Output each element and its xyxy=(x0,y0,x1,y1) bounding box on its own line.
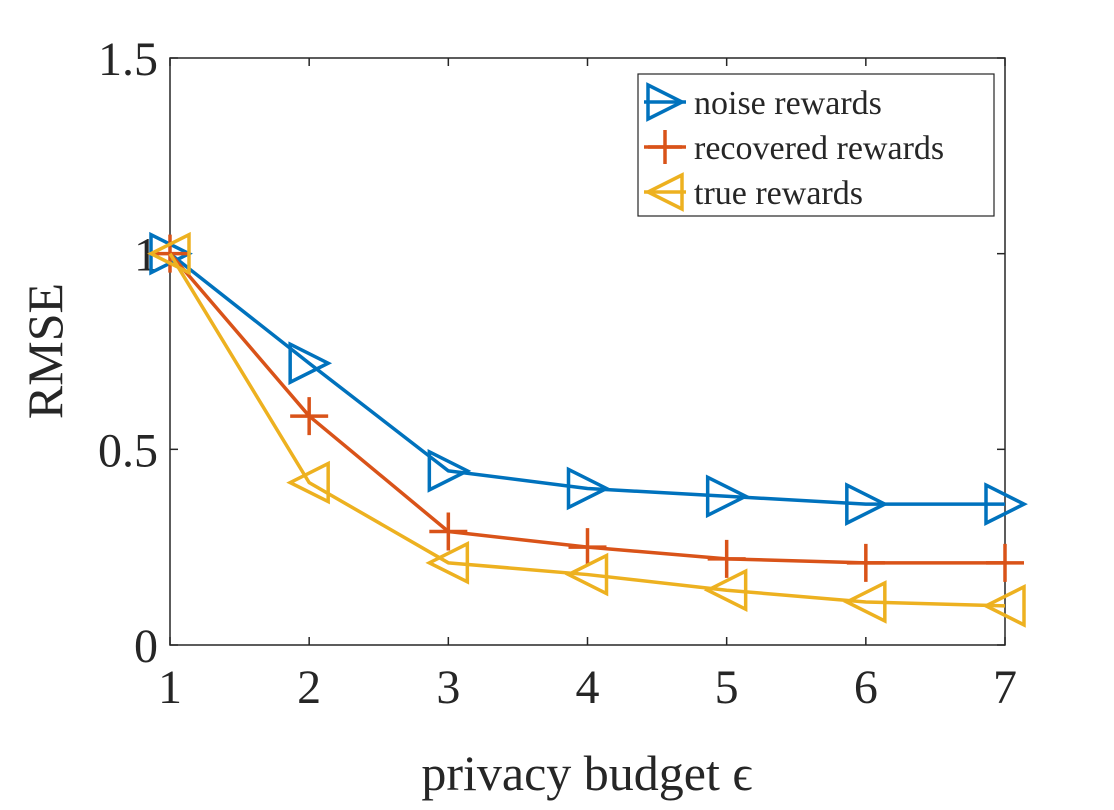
x-tick-label: 7 xyxy=(993,661,1017,714)
data-point-marker xyxy=(286,460,330,505)
y-axis-label: RMSE xyxy=(17,283,73,419)
data-point-marker xyxy=(703,568,748,613)
legend-marker xyxy=(648,130,682,164)
x-axis-label: privacy budget ϵ xyxy=(421,745,752,801)
data-point-marker xyxy=(429,512,468,551)
legend: noise rewards recovered rewards true rewar… xyxy=(637,73,995,217)
data-point-marker xyxy=(564,552,609,597)
data-point-marker xyxy=(147,231,191,276)
data-point-marker xyxy=(566,466,611,511)
x-tick-label: 2 xyxy=(297,661,321,714)
data-point-marker xyxy=(846,543,885,582)
data-point-marker xyxy=(288,341,333,386)
series-layer xyxy=(147,231,1028,628)
data-point-marker xyxy=(425,540,470,585)
data-point-marker xyxy=(984,482,1028,526)
legend-marker xyxy=(644,172,684,212)
legend-item: recovered rewards xyxy=(644,130,944,167)
series-line xyxy=(168,252,1005,506)
legend-item: true rewards xyxy=(644,172,863,212)
legend-box xyxy=(637,73,995,217)
data-point-marker xyxy=(290,397,329,436)
data-point-marker xyxy=(427,449,472,493)
series-recovered-rewards xyxy=(151,234,1024,582)
legend-label: true rewards xyxy=(694,175,863,212)
data-point-marker xyxy=(707,539,746,578)
legend-label: noise rewards xyxy=(694,85,882,122)
data-point-marker xyxy=(845,482,889,526)
legend-marker xyxy=(646,82,686,122)
x-tick-label: 1 xyxy=(158,661,182,714)
data-point-marker xyxy=(986,543,1024,582)
data-point-marker xyxy=(842,580,887,624)
data-point-marker xyxy=(982,584,1026,628)
y-tick-label: 0 xyxy=(134,620,158,673)
data-point-marker xyxy=(568,528,607,567)
axis-ticks: 1 2 3 4 5 6 700.511.5 xyxy=(98,33,1017,714)
y-tick-label: 0.5 xyxy=(98,424,158,477)
x-tick-label: 3 xyxy=(436,661,460,714)
x-tick-label: 5 xyxy=(715,661,739,714)
y-tick-label: 1.5 xyxy=(98,33,158,86)
x-tick-label: 6 xyxy=(854,661,878,714)
series-true-rewards xyxy=(147,231,1026,628)
legend-label: recovered rewards xyxy=(694,130,944,167)
series-line xyxy=(168,252,1006,608)
data-point-marker xyxy=(705,474,750,519)
x-tick-label: 4 xyxy=(576,661,600,714)
legend-item: noise rewards xyxy=(644,82,882,122)
